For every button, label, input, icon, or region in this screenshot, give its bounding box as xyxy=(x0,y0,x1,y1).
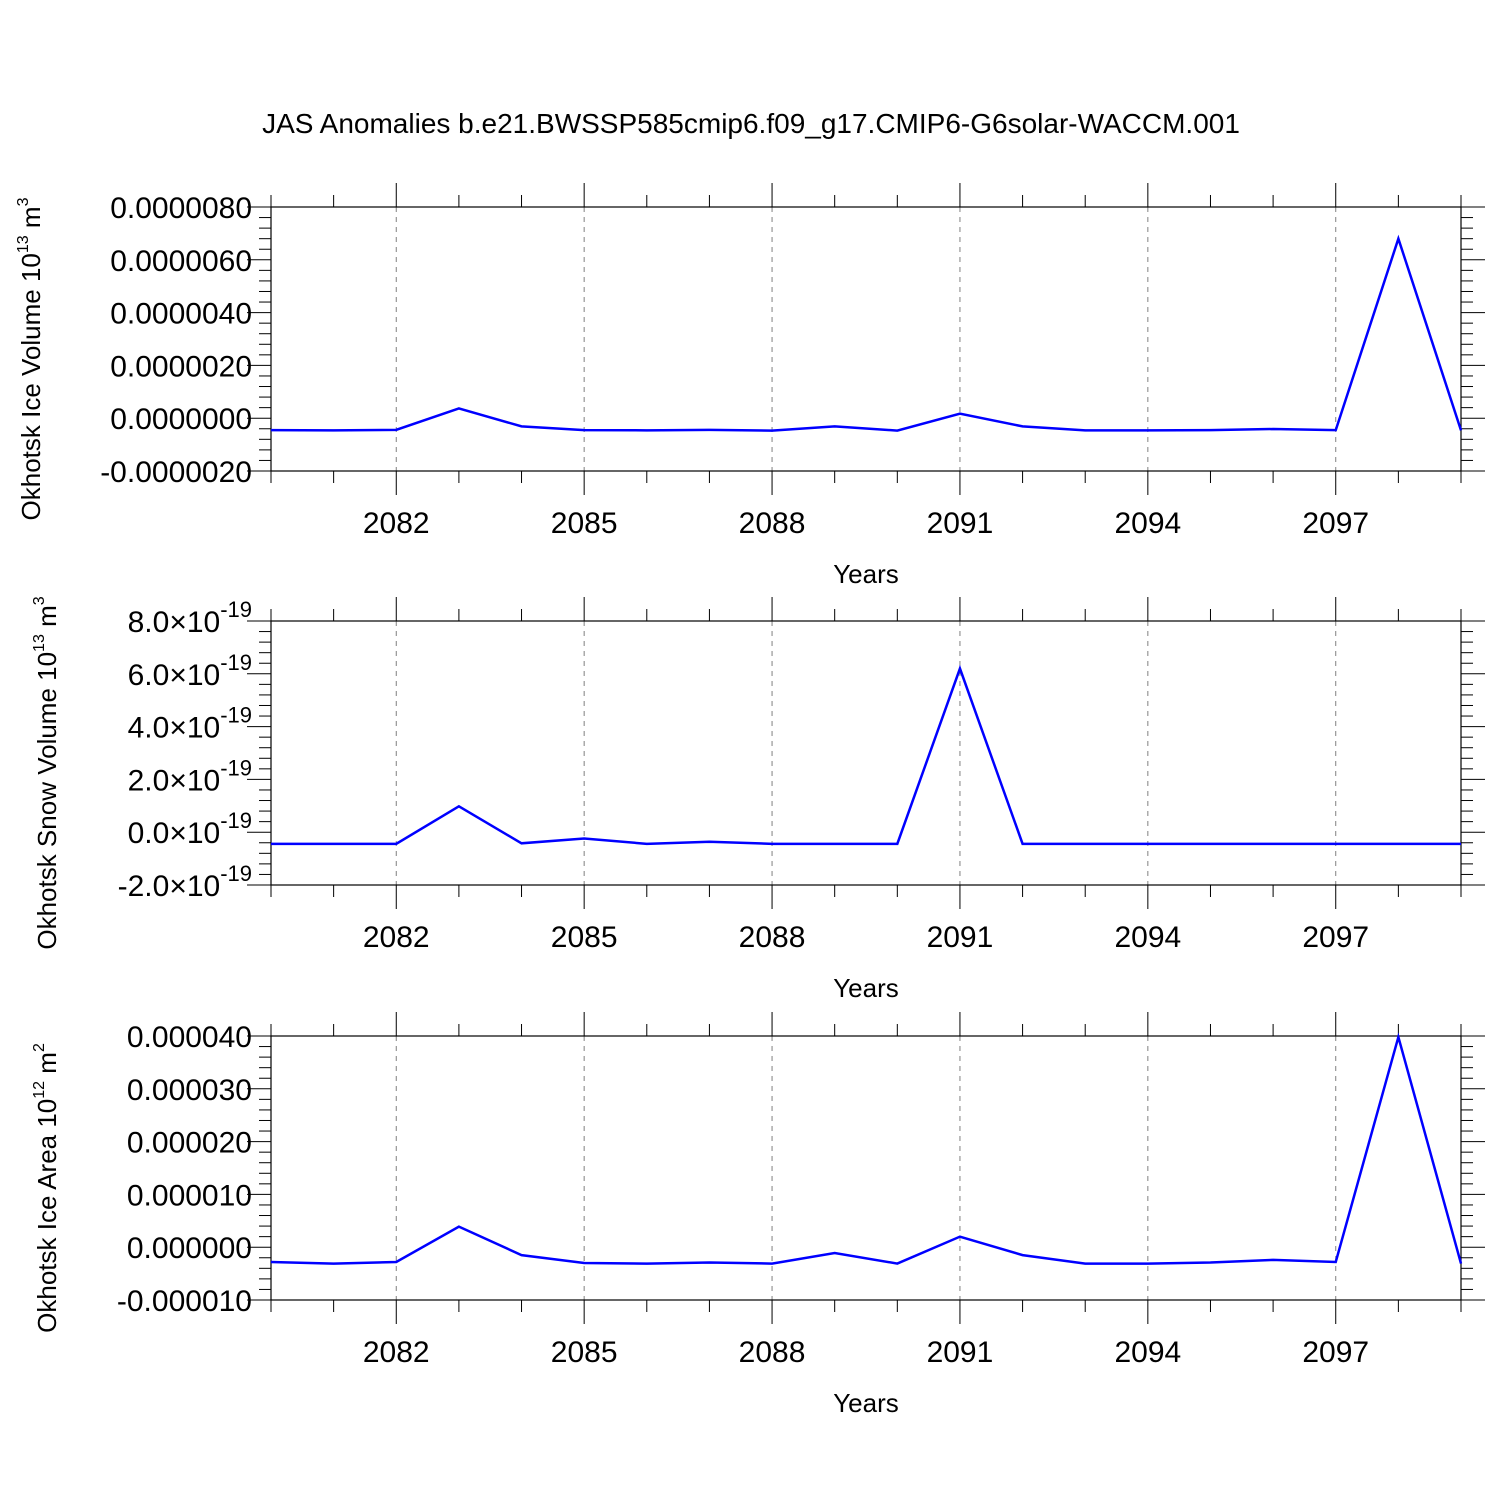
x-tick-label: 2088 xyxy=(739,921,806,954)
y-tick-label: -0.0000020 xyxy=(100,456,252,489)
x-tick-label: 2094 xyxy=(1114,921,1181,954)
x-tick-label: 2091 xyxy=(927,1336,994,1369)
y-tick-label: 0.0000000 xyxy=(110,403,252,436)
plot-frame xyxy=(270,620,1462,886)
y-tick-label: 0.000000 xyxy=(127,1232,252,1265)
plot-frame xyxy=(270,1035,1462,1301)
y-tick-label: -0.000010 xyxy=(117,1285,252,1318)
y-axis-label: Okhotsk Ice Volume 1013 m3 xyxy=(15,197,46,520)
series-line xyxy=(271,664,1461,846)
x-tick-label: 2097 xyxy=(1302,921,1369,954)
y-tick-label: 8.0×10-19 xyxy=(128,597,252,639)
x-tick-label: 2085 xyxy=(551,507,618,540)
x-tick-label: 2088 xyxy=(739,507,806,540)
x-axis-label: Years xyxy=(833,1388,899,1418)
y-tick-label: 0.000010 xyxy=(127,1179,252,1212)
y-tick-label: 0.000020 xyxy=(127,1127,252,1160)
x-tick-label: 2094 xyxy=(1114,507,1181,540)
x-tick-label: 2085 xyxy=(551,921,618,954)
y-tick-label: -2.0×10-19 xyxy=(118,861,252,903)
y-tick-label: 4.0×10-19 xyxy=(128,703,252,745)
y-tick-label: 2.0×10-19 xyxy=(128,755,252,797)
x-tick-label: 2085 xyxy=(551,1336,618,1369)
chart-panel-1: 0.0000080 0.0000060 0.0000040 0.0000020 0.00… xyxy=(15,183,1485,589)
chart-panel-2: 8.0×10-19 6.0×10-19 4.0×10-19 2.0×10-19 0.0×… xyxy=(31,596,1485,1003)
chart-panel-3: 0.000040 0.000030 0.000020 0.000010 0.000000… xyxy=(31,1012,1485,1418)
x-tick-label: 2088 xyxy=(739,1336,806,1369)
y-tick-label: 0.000040 xyxy=(127,1021,252,1054)
series-line xyxy=(270,1032,1463,1265)
x-tick-label: 2094 xyxy=(1114,1336,1181,1369)
y-axis-label: Okhotsk Ice Area 1012 m2 xyxy=(31,1043,62,1333)
y-tick-label: 6.0×10-19 xyxy=(128,650,252,692)
figure-title: JAS Anomalies b.e21.BWSSP585cmip6.f09_g1… xyxy=(262,108,1240,139)
x-tick-label: 2082 xyxy=(363,1336,430,1369)
x-tick-label: 2097 xyxy=(1302,507,1369,540)
y-tick-label: 0.000030 xyxy=(127,1074,252,1107)
y-tick-label: 0.0000040 xyxy=(110,298,252,331)
x-tick-label: 2082 xyxy=(363,507,430,540)
y-tick-label: 0.0000080 xyxy=(110,192,252,225)
y-axis-label: Okhotsk Snow Volume 1013 m3 xyxy=(31,596,62,949)
chart-panels: 0.0000080 0.0000060 0.0000040 0.0000020 0.00… xyxy=(15,183,1485,1418)
y-tick-label: 0.0000020 xyxy=(110,350,252,383)
x-axis-label: Years xyxy=(833,973,899,1003)
y-tick-label: 0.0×10-19 xyxy=(128,808,252,850)
x-tick-label: 2091 xyxy=(927,921,994,954)
x-axis-label: Years xyxy=(833,559,899,589)
series-line xyxy=(270,234,1463,432)
plot-frame xyxy=(270,206,1462,472)
x-tick-label: 2082 xyxy=(363,921,430,954)
x-tick-label: 2097 xyxy=(1302,1336,1369,1369)
x-tick-label: 2091 xyxy=(927,507,994,540)
y-tick-label: 0.0000060 xyxy=(110,245,252,278)
